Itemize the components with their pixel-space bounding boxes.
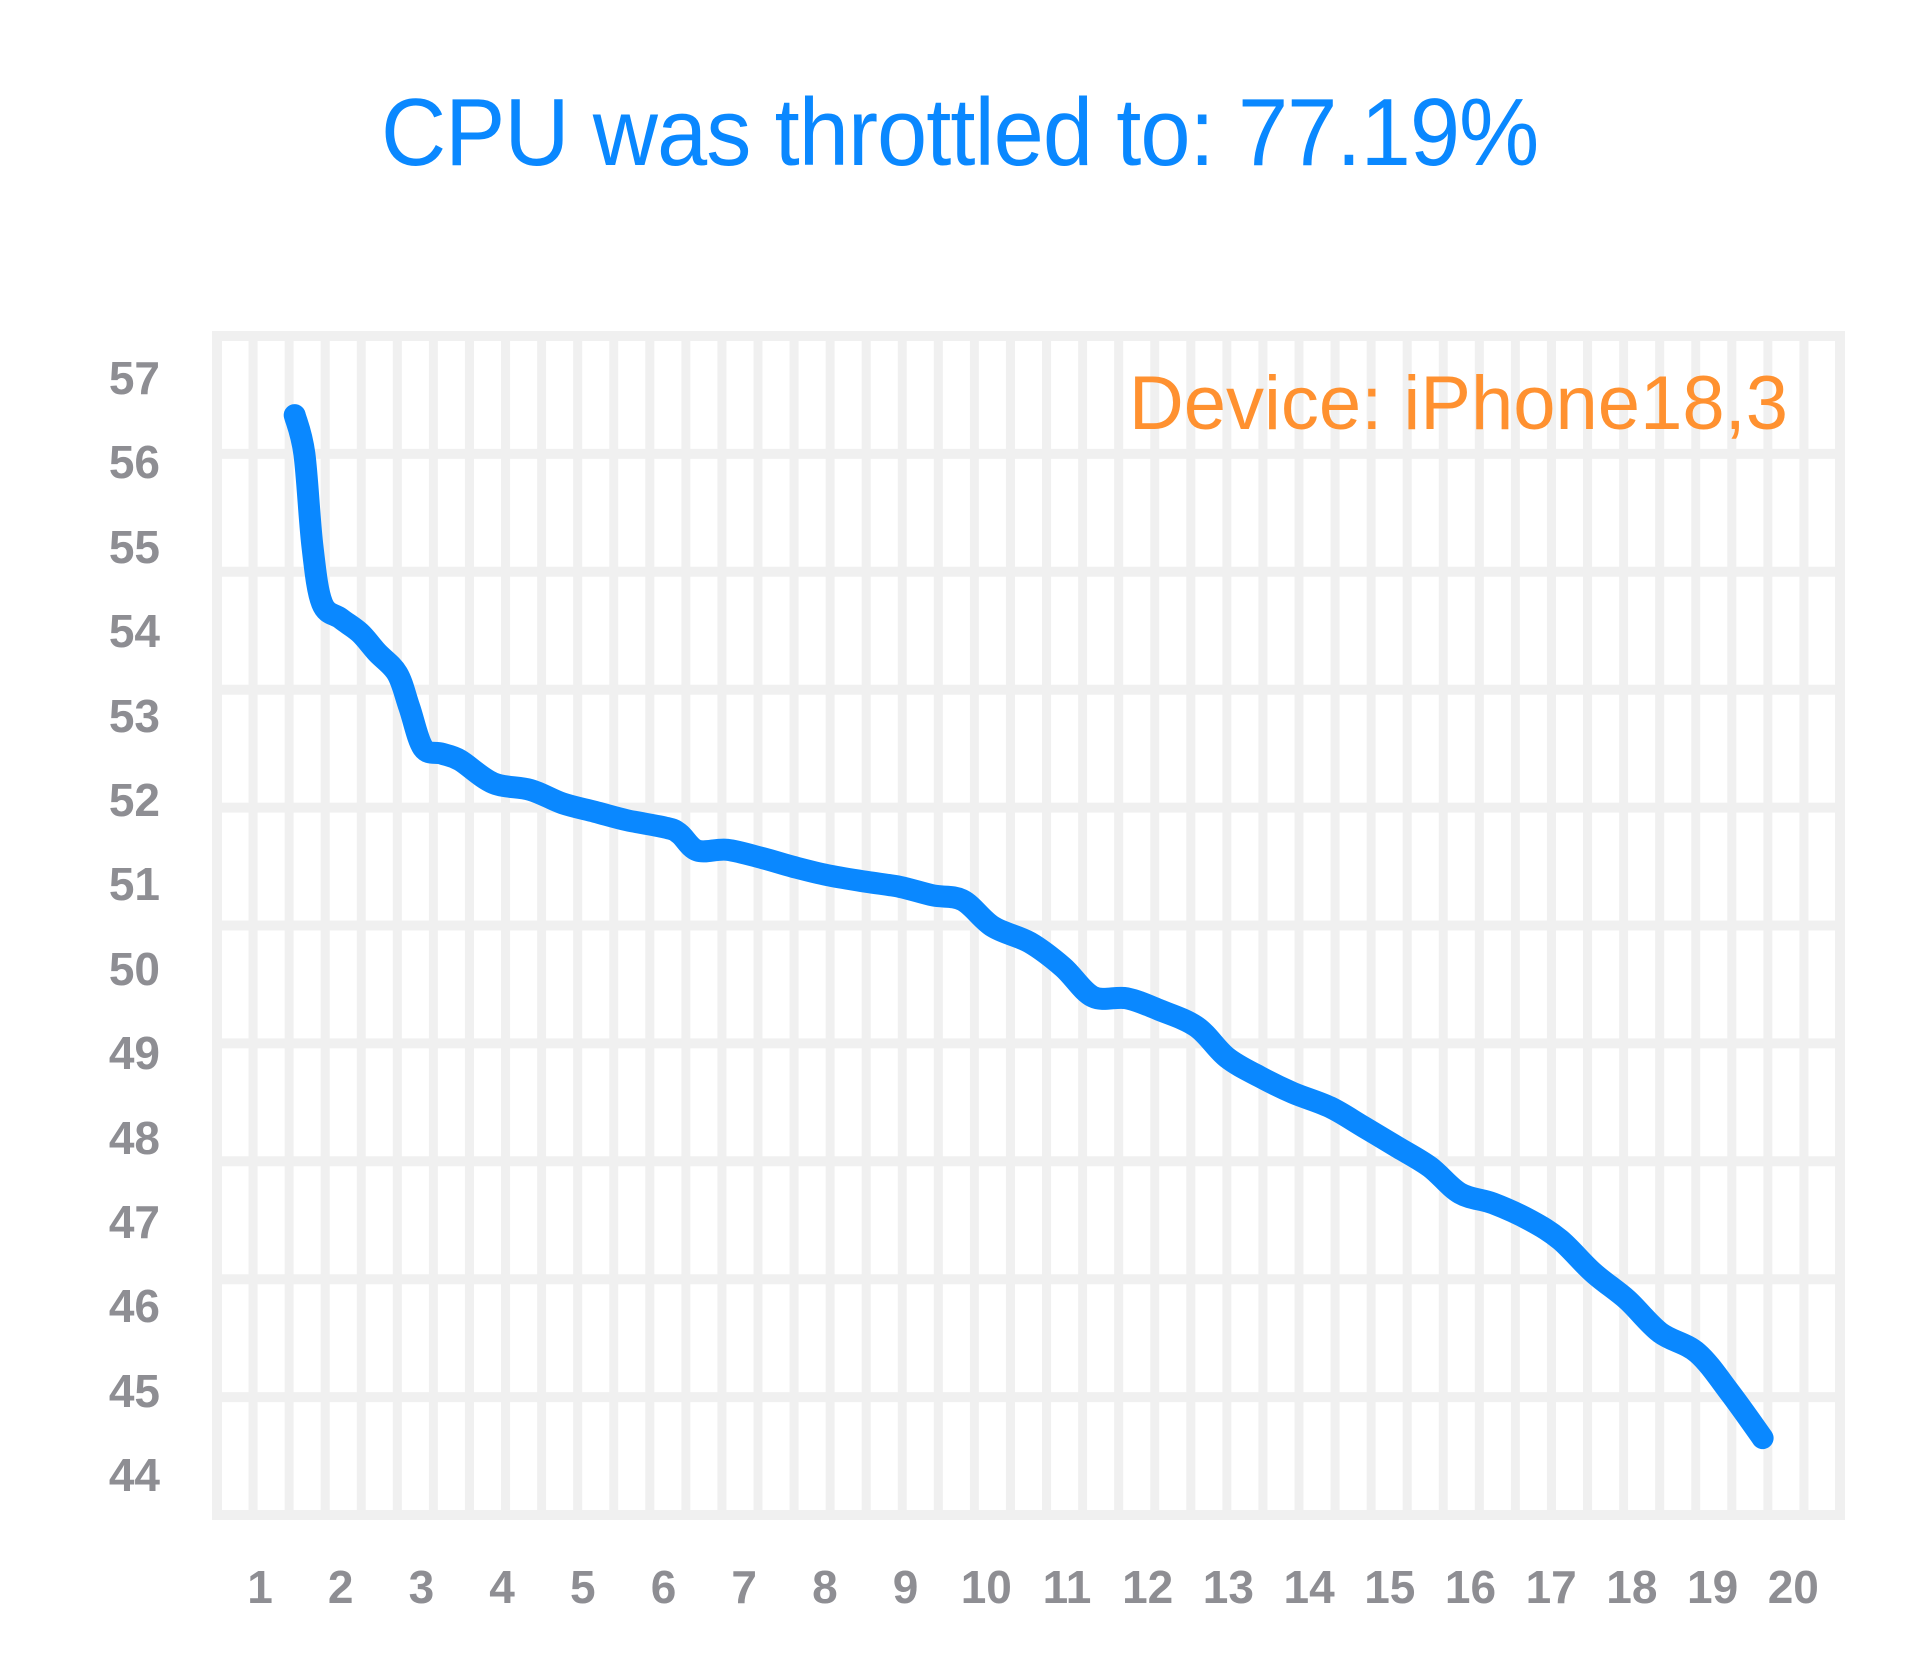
x-tick-label: 6: [650, 1561, 677, 1613]
x-tick-label: 17: [1525, 1561, 1577, 1613]
x-tick-label: 12: [1122, 1561, 1174, 1613]
y-tick-label: 54: [108, 605, 160, 658]
y-tick-label: 55: [108, 520, 160, 573]
chart-title: CPU was throttled to: 77.19%: [0, 78, 1920, 188]
chart-title-text: CPU was throttled to: 77.19%: [381, 79, 1539, 186]
x-tick-label: 7: [731, 1561, 757, 1613]
x-tick-label: 4: [489, 1561, 515, 1613]
device-label: Device: iPhone18,3: [1128, 361, 1788, 446]
x-tick-label: 5: [570, 1561, 596, 1613]
x-tick-label: 20: [1767, 1561, 1819, 1613]
y-tick-label: 52: [108, 774, 160, 826]
x-tick-label: 13: [1202, 1561, 1254, 1613]
x-tick-label: 16: [1444, 1561, 1497, 1613]
y-tick-label: 50: [108, 942, 160, 995]
y-tick-label: 49: [108, 1027, 160, 1080]
y-tick-label: 53: [108, 689, 160, 742]
y-tick-label: 57: [108, 352, 160, 404]
y-tick-label: 51: [108, 858, 160, 911]
x-tick-label: 19: [1687, 1561, 1739, 1613]
plot-grid: [212, 331, 1845, 1520]
y-tick-label: 47: [108, 1196, 160, 1248]
x-tick-label: 14: [1283, 1561, 1335, 1613]
x-tick-label: 2: [327, 1561, 354, 1613]
y-tick-label: 46: [108, 1280, 160, 1333]
x-tick-label: 10: [960, 1561, 1012, 1613]
x-tick-label: 3: [408, 1561, 435, 1613]
y-tick-label: 48: [108, 1111, 160, 1164]
x-tick-label: 9: [892, 1561, 919, 1613]
x-tick-label: 18: [1606, 1561, 1658, 1613]
x-tick-label: 11: [1042, 1561, 1092, 1613]
y-tick-label: 56: [108, 436, 160, 489]
x-tick-label: 1: [247, 1561, 273, 1613]
x-tick-label: 15: [1364, 1561, 1416, 1613]
y-tick-label: 45: [108, 1364, 160, 1417]
cpu-performance-line: [283, 404, 1774, 1450]
y-tick-label: 44: [108, 1449, 160, 1502]
x-tick-label: 8: [812, 1561, 838, 1613]
